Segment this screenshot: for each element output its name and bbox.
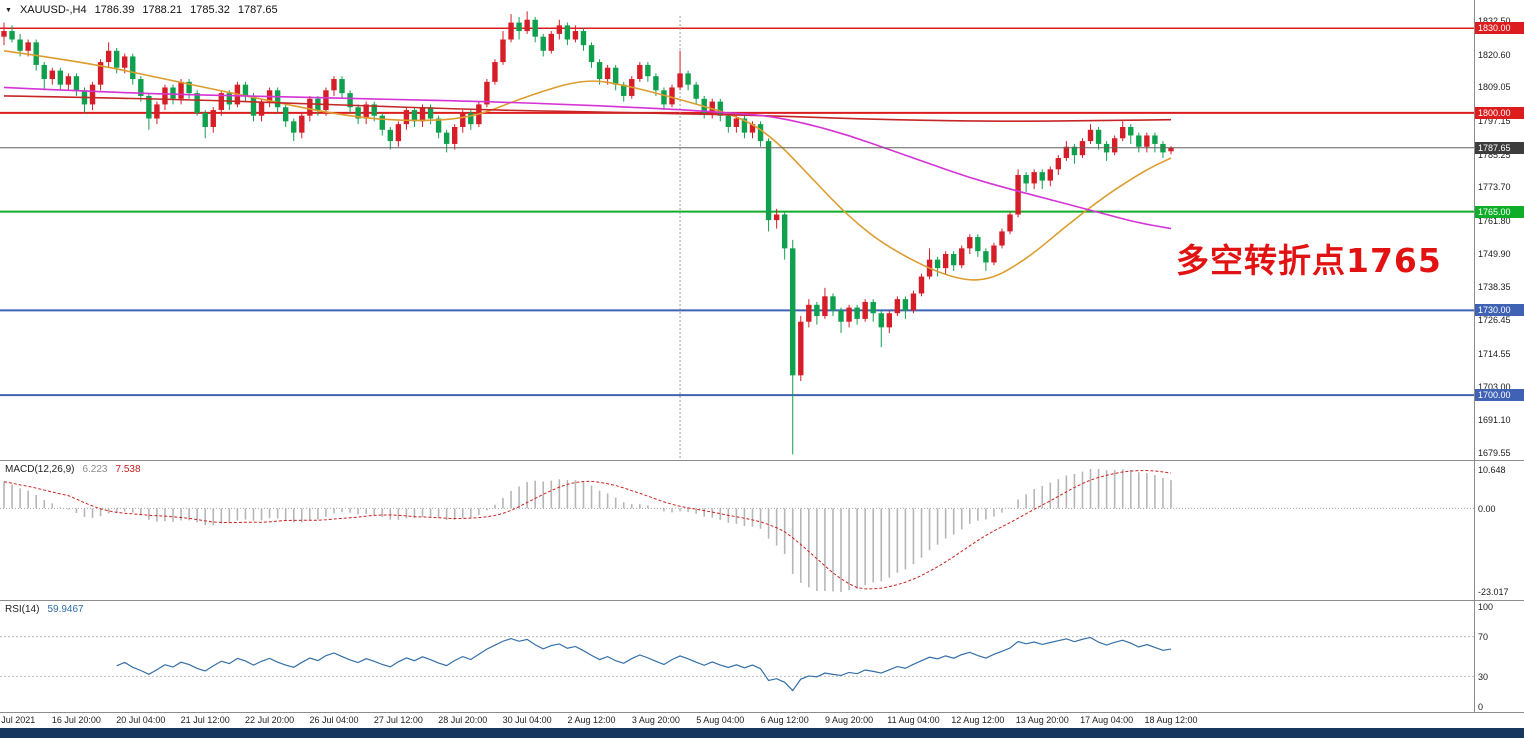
candlestick-series[interactable] — [1, 11, 1174, 455]
ohlc-open: 1786.39 — [94, 4, 135, 16]
time-label: 20 Jul 04:00 — [116, 715, 166, 725]
rsi-axis-tick: 0 — [1478, 702, 1484, 712]
time-label: 17 Aug 04:00 — [1080, 715, 1134, 725]
time-label: 9 Aug 20:00 — [825, 715, 874, 725]
macd-signal-line[interactable] — [3, 470, 1172, 590]
rsi-axis-tick: 30 — [1478, 672, 1489, 682]
time-label: 6 Aug 12:00 — [760, 715, 809, 725]
price-tick: 1679.55 — [1478, 447, 1511, 458]
macd-axis-min: -23.017 — [1478, 587, 1509, 597]
time-label: 28 Jul 20:00 — [438, 715, 488, 725]
ma-slow-magenta-line[interactable] — [3, 86, 1172, 230]
annotation-text[interactable]: 多空转折点1765 — [1176, 241, 1442, 280]
time-label: 15 Jul 2021 — [0, 715, 36, 725]
price-tick: 1749.90 — [1478, 249, 1511, 260]
price-tick: 1726.45 — [1478, 315, 1511, 326]
time-axis[interactable]: 15 Jul 2021 16 Jul 20:00 20 Jul 04:00 21 Ju… — [0, 712, 1524, 728]
ma-fast-orange-line[interactable] — [3, 50, 1172, 281]
price-tick: 1714.55 — [1478, 349, 1511, 360]
level-price-label: 1700.00 — [1475, 389, 1524, 402]
price-axis[interactable]: 1832.50 1820.60 1809.05 1797.15 1785.25 1773.… — [1474, 0, 1524, 460]
macd-name: MACD(12,26,9) — [5, 464, 75, 475]
macd-histogram[interactable] — [3, 468, 1172, 593]
price-chart-canvas[interactable] — [0, 0, 1474, 460]
time-label: 12 Aug 12:00 — [951, 715, 1005, 725]
current-price-label: 1787.65 — [1475, 141, 1524, 154]
level-price-label: 1830.00 — [1475, 22, 1524, 35]
rsi-line[interactable] — [116, 636, 1172, 692]
macd-main-value: 6.223 — [82, 464, 108, 475]
price-tick: 1691.10 — [1478, 415, 1511, 426]
ohlc-low: 1785.32 — [190, 4, 230, 16]
price-tick: 1832.50 — [1478, 16, 1511, 27]
macd-axis[interactable]: 10.648 0.00 -23.017 — [1474, 460, 1524, 600]
chart-dropdown-icon[interactable]: ▼ — [5, 6, 12, 14]
rsi-axis-tick: 100 — [1478, 602, 1494, 612]
time-label: 13 Aug 20:00 — [1015, 715, 1069, 725]
price-tick: 1820.60 — [1478, 49, 1511, 60]
time-label: 16 Jul 20:00 — [51, 715, 101, 725]
price-tick: 1797.15 — [1478, 115, 1511, 126]
level-price-label: 1800.00 — [1475, 106, 1524, 119]
time-label: 27 Jul 12:00 — [373, 715, 423, 725]
price-tick: 1761.80 — [1478, 215, 1511, 226]
level-price-label: 1730.00 — [1475, 304, 1524, 317]
time-label: 18 Aug 12:00 — [1144, 715, 1198, 725]
macd-axis-zero: 0.00 — [1478, 503, 1496, 514]
macd-canvas[interactable] — [0, 461, 1474, 600]
price-tick: 1809.05 — [1478, 82, 1511, 93]
time-label: 30 Jul 04:00 — [502, 715, 552, 725]
time-label: 11 Aug 04:00 — [887, 715, 940, 725]
price-panel: ▼ XAUUSD-,H4 1786.39 1788.21 1785.32 178… — [0, 0, 1474, 460]
time-label: 2 Aug 12:00 — [567, 715, 616, 725]
price-tick: 1703.00 — [1478, 381, 1511, 392]
rsi-canvas[interactable] — [0, 601, 1474, 712]
time-label: 21 Jul 12:00 — [180, 715, 230, 725]
rsi-axis-tick: 70 — [1478, 632, 1489, 642]
ma-mid-red-line[interactable] — [3, 95, 1172, 122]
rsi-name: RSI(14) — [5, 604, 40, 615]
ohlc-close: 1787.65 — [237, 4, 278, 16]
rsi-value: 59.9467 — [47, 604, 84, 615]
time-label: 22 Jul 20:00 — [245, 715, 295, 725]
ohlc-high: 1788.21 — [142, 4, 183, 16]
time-label: 3 Aug 20:00 — [631, 715, 680, 725]
time-label: 26 Jul 04:00 — [309, 715, 359, 725]
level-price-label: 1765.00 — [1475, 205, 1524, 218]
price-tick: 1738.35 — [1478, 281, 1511, 292]
macd-axis-max: 10.648 — [1478, 465, 1506, 475]
symbol-ohlc-info: ▼ XAUUSD-,H4 1786.39 1788.21 1785.32 178… — [5, 4, 278, 16]
taskbar-strip — [0, 728, 1524, 738]
rsi-panel: RSI(14) 59.9467 — [0, 600, 1474, 712]
price-tick: 1785.25 — [1478, 149, 1511, 160]
macd-signal-value: 7.538 — [115, 464, 141, 475]
rsi-title: RSI(14) 59.9467 — [5, 604, 84, 615]
time-label: 5 Aug 04:00 — [696, 715, 745, 725]
rsi-axis[interactable]: 100 70 30 0 — [1474, 600, 1524, 712]
symbol-period: XAUUSD-,H4 — [19, 4, 87, 16]
price-tick: 1773.70 — [1478, 182, 1511, 193]
macd-panel: MACD(12,26,9) 6.223 7.538 — [0, 460, 1474, 600]
macd-title: MACD(12,26,9) 6.223 7.538 — [5, 464, 141, 475]
